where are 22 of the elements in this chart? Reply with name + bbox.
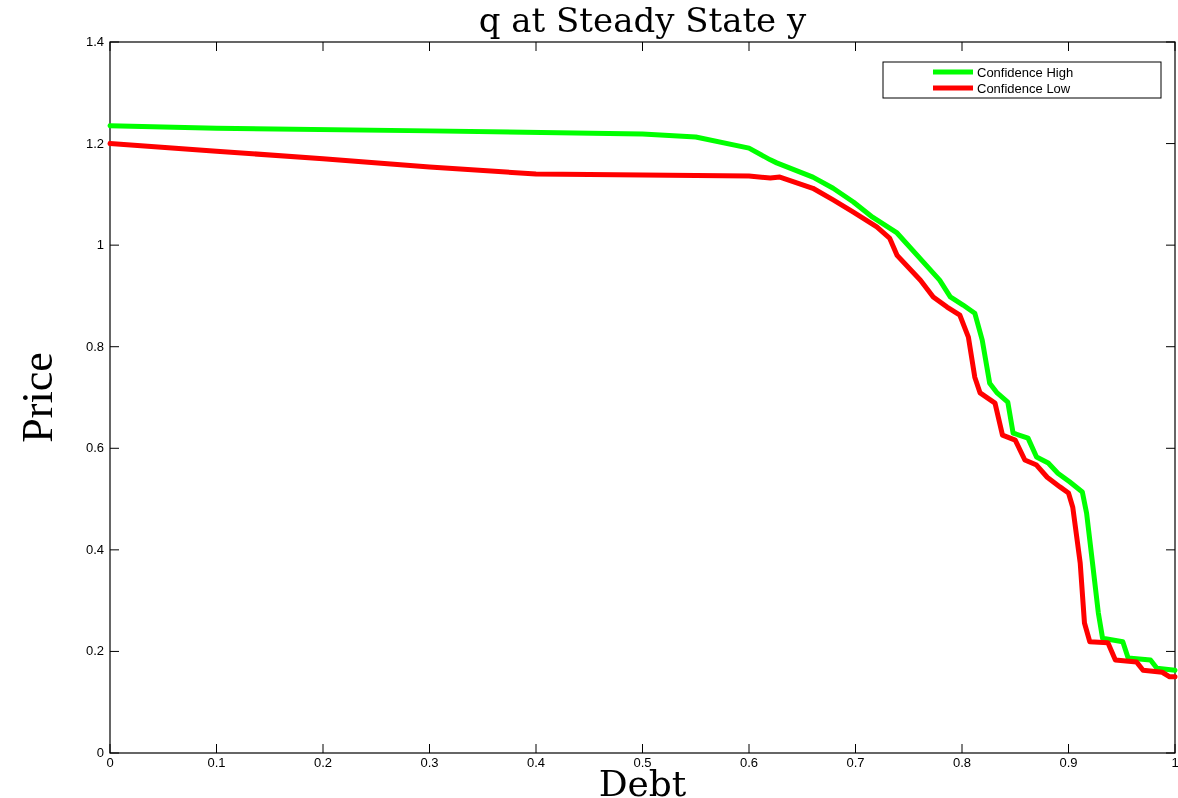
y-tick-label: 0	[96, 745, 104, 760]
y-tick-label: 1	[96, 237, 104, 253]
y-tick-label: 0.4	[85, 541, 104, 557]
y-tick-label: 1.2	[85, 135, 104, 151]
y-tick-label: 0.2	[85, 643, 104, 659]
y-tick-label: 0.8	[85, 338, 104, 354]
x-tick-label: 0.4	[526, 755, 546, 770]
y-tick-label: 1.4	[85, 34, 104, 49]
x-tick-label: 0.3	[420, 755, 439, 770]
x-tick-label: 0	[106, 755, 114, 770]
y-tick-label: 0.6	[85, 440, 104, 456]
x-tick-label: 0.6	[739, 755, 759, 770]
x-tick-label: 1	[1171, 755, 1178, 770]
y-axis-title: Price	[13, 352, 62, 443]
chart-title: q at Steady State y	[478, 0, 808, 40]
x-tick-label: 0.1	[207, 755, 226, 770]
x-tick-label: 0.9	[1059, 755, 1078, 770]
legend-label: Confidence High	[977, 65, 1074, 80]
x-tick-label: 0.8	[952, 755, 972, 770]
legend-label: Confidence Low	[977, 81, 1071, 96]
x-tick-label: 0.7	[846, 755, 865, 770]
x-tick-label: 0.2	[313, 755, 333, 770]
